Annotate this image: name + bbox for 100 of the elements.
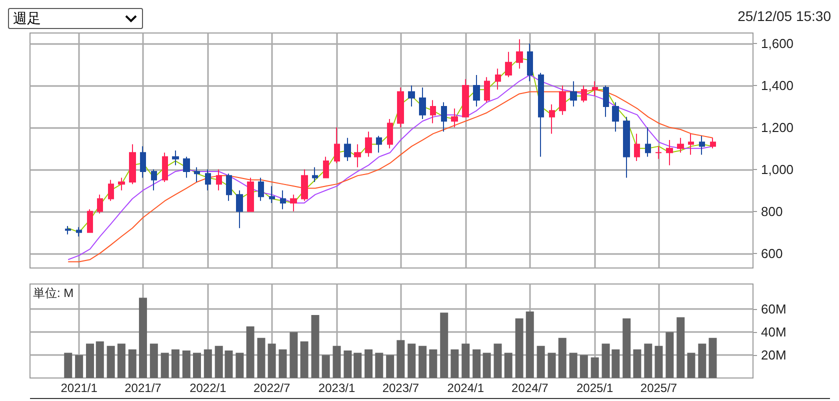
bar xyxy=(450,349,459,378)
bar xyxy=(580,355,588,378)
bar xyxy=(472,349,481,378)
candlestick xyxy=(527,42,533,82)
candlestick xyxy=(634,133,640,162)
candlestick xyxy=(290,194,297,212)
bar xyxy=(150,344,158,378)
candlestick xyxy=(484,76,490,103)
bar xyxy=(536,346,545,378)
candlestick xyxy=(699,135,705,156)
candlestick xyxy=(65,226,71,235)
candlestick xyxy=(408,84,415,107)
bar xyxy=(698,344,706,378)
x-tick-label: 2023/1 xyxy=(318,381,356,395)
candlestick xyxy=(462,78,469,118)
bar xyxy=(687,352,696,378)
x-tick-label: 2022/7 xyxy=(253,381,290,395)
x-tick-label: 2021/1 xyxy=(60,381,98,395)
bar xyxy=(462,344,470,378)
candlestick xyxy=(97,194,103,214)
candlestick xyxy=(666,140,673,166)
bar xyxy=(644,344,652,378)
candlestick xyxy=(216,168,222,191)
candlestick xyxy=(688,133,694,156)
bar xyxy=(160,352,169,378)
candlestick xyxy=(140,146,146,178)
candlestick xyxy=(87,208,93,233)
bar xyxy=(526,312,534,378)
candlestick xyxy=(505,51,512,78)
candlestick xyxy=(118,177,125,191)
candlestick xyxy=(495,68,501,90)
bar xyxy=(418,346,427,378)
x-tick-label: 2025/7 xyxy=(640,381,678,395)
candlestick xyxy=(441,102,447,132)
bar xyxy=(375,352,384,378)
candlestick xyxy=(451,108,458,128)
bar xyxy=(311,314,320,378)
bar xyxy=(204,349,212,378)
bar xyxy=(590,357,599,378)
candlestick xyxy=(677,137,684,154)
bar xyxy=(290,332,298,378)
bar xyxy=(117,344,126,378)
candlestick xyxy=(710,137,716,149)
bar xyxy=(300,341,308,378)
bar xyxy=(386,355,394,378)
candlestick xyxy=(194,166,200,182)
candlestick xyxy=(258,177,264,202)
x-tick-label: 2022/1 xyxy=(190,381,227,395)
candlestick xyxy=(419,87,426,120)
text: 25/12/05 15:30 xyxy=(738,8,831,24)
bar xyxy=(214,346,223,378)
bar xyxy=(278,349,287,378)
x-tick-label: 2023/7 xyxy=(382,381,420,395)
bar xyxy=(558,338,566,378)
candlestick xyxy=(344,137,351,162)
bar xyxy=(633,349,642,378)
bar xyxy=(654,346,663,378)
bar xyxy=(192,352,201,378)
bar xyxy=(344,350,352,378)
bar xyxy=(332,346,341,378)
candlestick xyxy=(323,156,329,178)
y-tick-label: 800 xyxy=(761,204,783,219)
bar xyxy=(75,355,84,378)
bar xyxy=(64,352,72,378)
y-tick-label: 40M xyxy=(761,324,786,340)
candlestick xyxy=(473,74,480,107)
candlestick xyxy=(612,102,619,132)
bar xyxy=(548,352,556,378)
bar xyxy=(676,317,685,378)
candlestick xyxy=(655,146,662,160)
x-tick-label: 2024/1 xyxy=(447,381,484,395)
bar xyxy=(494,344,502,378)
bar xyxy=(408,344,416,378)
bar xyxy=(364,349,373,378)
candlestick xyxy=(603,84,609,118)
candlestick xyxy=(516,38,523,70)
candlestick xyxy=(549,104,555,134)
bar xyxy=(128,349,136,378)
bar xyxy=(708,338,717,378)
candlestick xyxy=(365,131,372,158)
bar xyxy=(396,340,405,378)
bar xyxy=(224,350,233,378)
y-tick-label: 20M xyxy=(761,348,786,363)
candlestick xyxy=(592,80,598,96)
x-tick-label: 2025/1 xyxy=(576,381,614,395)
candlestick xyxy=(334,126,340,164)
bar xyxy=(482,352,491,378)
annotation: 単位: M xyxy=(33,286,74,300)
x-tick-label: 2024/7 xyxy=(512,381,549,395)
y-tick-label: 60M xyxy=(761,302,786,317)
bar xyxy=(86,344,94,378)
candlestick xyxy=(162,152,168,182)
bar xyxy=(96,341,104,378)
candlestick xyxy=(236,190,243,229)
y-tick-label: 1,600 xyxy=(761,36,794,51)
bar xyxy=(171,349,180,378)
candlestick xyxy=(205,168,211,191)
y-tick-label: 600 xyxy=(761,246,783,261)
bar xyxy=(236,352,244,378)
bar xyxy=(268,344,276,378)
